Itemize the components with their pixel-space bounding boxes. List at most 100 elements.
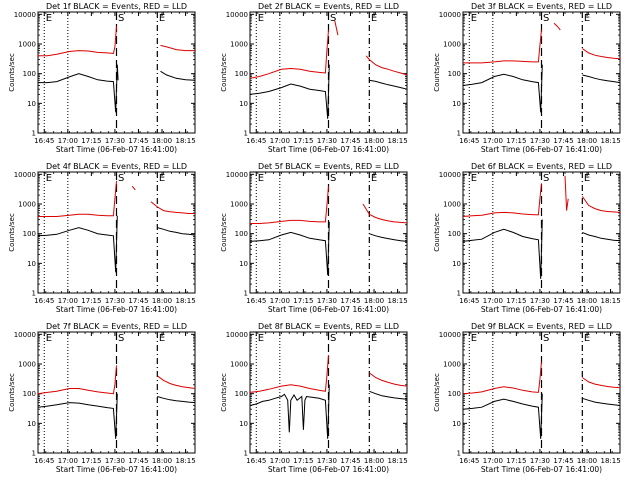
x-tick-label: 17:30 xyxy=(105,297,125,305)
y-tick-label: 1000 xyxy=(443,201,461,209)
x-tick-label: 18:15 xyxy=(600,457,620,465)
x-axis-label: Start Time (06-Feb-07 16:41:00) xyxy=(56,305,177,314)
marker-label-S: S xyxy=(330,333,336,344)
x-tick-label: 18:15 xyxy=(387,137,407,145)
x-axis-label: Start Time (06-Feb-07 16:41:00) xyxy=(268,145,389,154)
x-tick-label: 17:45 xyxy=(340,137,360,145)
chart-title: Det 3f BLACK = Events, RED = LLD xyxy=(471,2,612,11)
x-axis-label: Start Time (06-Feb-07 16:41:00) xyxy=(56,465,177,474)
x-tick-label: 18:15 xyxy=(175,457,195,465)
marker-label-E: E xyxy=(159,13,165,24)
x-tick-label: 18:00 xyxy=(152,457,172,465)
y-tick-label: 1 xyxy=(457,290,461,298)
y-tick-label: 10000 xyxy=(226,331,248,339)
chart-title: Det 4f BLACK = Events, RED = LLD xyxy=(46,162,187,171)
marker-label-E: E xyxy=(258,13,264,24)
x-tick-label: 17:00 xyxy=(483,457,503,465)
y-tick-label: 10000 xyxy=(226,171,248,179)
y-tick-label: 10000 xyxy=(14,171,36,179)
marker-label-E: E xyxy=(371,173,377,184)
chart-title: Det 5f BLACK = Events, RED = LLD xyxy=(258,162,399,171)
y-tick-label: 1000 xyxy=(443,41,461,49)
y-tick-label: 100 xyxy=(235,70,248,78)
x-tick-label: 17:15 xyxy=(293,137,313,145)
x-tick-label: 17:30 xyxy=(317,137,337,145)
y-tick-label: 100 xyxy=(235,390,248,398)
x-tick-label: 17:15 xyxy=(81,297,101,305)
y-tick-label: 100 xyxy=(448,70,461,78)
y-tick-label: 1000 xyxy=(18,361,36,369)
series-line-events xyxy=(462,64,621,113)
chart-panel-7: Det 7f BLACK = Events, RED = LLD 1 10 100 10… xyxy=(8,322,196,474)
series-line-lld xyxy=(249,355,408,393)
x-tick-label: 18:00 xyxy=(364,457,384,465)
y-tick-label: 10000 xyxy=(439,331,461,339)
x-tick-label: 16:45 xyxy=(246,137,266,145)
y-tick-label: 10 xyxy=(239,100,248,108)
y-tick-label: 1 xyxy=(244,450,248,458)
x-axis-label: Start Time (06-Feb-07 16:41:00) xyxy=(56,145,177,154)
x-axis-label: Start Time (06-Feb-07 16:41:00) xyxy=(268,465,389,474)
series-line-events xyxy=(462,393,621,439)
marker-label-E: E xyxy=(46,173,52,184)
chart-title: Det 2f BLACK = Events, RED = LLD xyxy=(258,2,399,11)
x-tick-label: 17:00 xyxy=(483,297,503,305)
y-tick-label: 100 xyxy=(23,230,36,238)
marker-label-E: E xyxy=(584,173,590,184)
marker-label-E: E xyxy=(159,173,165,184)
series-line-lld xyxy=(462,175,621,217)
y-tick-label: 100 xyxy=(23,70,36,78)
y-axis-label: Counts/sec xyxy=(8,213,16,252)
series-line-events xyxy=(249,64,408,119)
series-line-lld xyxy=(463,22,621,64)
y-tick-label: 10000 xyxy=(14,11,36,19)
y-tick-label: 10 xyxy=(452,260,461,268)
x-tick-label: 18:15 xyxy=(600,297,620,305)
series-line-lld xyxy=(37,365,196,395)
chart-title: Det 8f BLACK = Events, RED = LLD xyxy=(258,322,399,331)
x-tick-label: 18:15 xyxy=(600,137,620,145)
x-tick-label: 17:00 xyxy=(58,137,78,145)
x-tick-label: 17:30 xyxy=(530,457,550,465)
series-line-events xyxy=(38,64,196,113)
x-tick-label: 17:15 xyxy=(293,297,313,305)
y-axis-label: Counts/sec xyxy=(220,213,228,252)
chart-title: Det 6f BLACK = Events, RED = LLD xyxy=(471,162,612,171)
x-tick-label: 17:45 xyxy=(340,297,360,305)
series-line-events xyxy=(249,221,408,276)
marker-label-E: E xyxy=(471,173,477,184)
y-tick-label: 10000 xyxy=(439,171,461,179)
y-axis-label: Counts/sec xyxy=(433,213,441,252)
chart-panel-1: Det 1f BLACK = Events, RED = LLD 1 10 100 10… xyxy=(8,2,196,154)
chart-panel-6: Det 6f BLACK = Events, RED = LLD 1 10 100 10… xyxy=(433,162,621,314)
chart-title: Det 7f BLACK = Events, RED = LLD xyxy=(46,322,187,331)
y-tick-label: 10 xyxy=(452,420,461,428)
x-tick-label: 17:00 xyxy=(270,457,290,465)
x-tick-label: 17:15 xyxy=(506,457,526,465)
x-tick-label: 18:00 xyxy=(577,297,597,305)
x-tick-label: 17:00 xyxy=(270,297,290,305)
marker-label-E: E xyxy=(159,333,165,344)
y-tick-label: 100 xyxy=(448,390,461,398)
x-tick-label: 18:15 xyxy=(387,297,407,305)
x-tick-label: 17:45 xyxy=(128,137,148,145)
marker-label-S: S xyxy=(118,173,124,184)
y-tick-label: 1000 xyxy=(18,201,36,209)
x-tick-label: 17:45 xyxy=(340,457,360,465)
series-line-lld xyxy=(249,20,408,79)
x-tick-label: 16:45 xyxy=(459,297,479,305)
marker-label-E: E xyxy=(471,13,477,24)
marker-label-S: S xyxy=(118,13,124,24)
y-tick-label: 1000 xyxy=(230,361,248,369)
chart-panel-8: Det 8f BLACK = Events, RED = LLD 1 10 100 10… xyxy=(220,322,408,474)
series-line-lld xyxy=(38,26,195,57)
y-tick-label: 10 xyxy=(27,260,36,268)
y-tick-label: 1 xyxy=(457,130,461,138)
y-tick-label: 10 xyxy=(239,420,248,428)
x-axis-label: Start Time (06-Feb-07 16:41:00) xyxy=(268,305,389,314)
x-tick-label: 17:00 xyxy=(270,137,290,145)
x-tick-label: 17:15 xyxy=(81,457,101,465)
marker-label-E: E xyxy=(46,333,52,344)
y-tick-label: 10000 xyxy=(14,331,36,339)
